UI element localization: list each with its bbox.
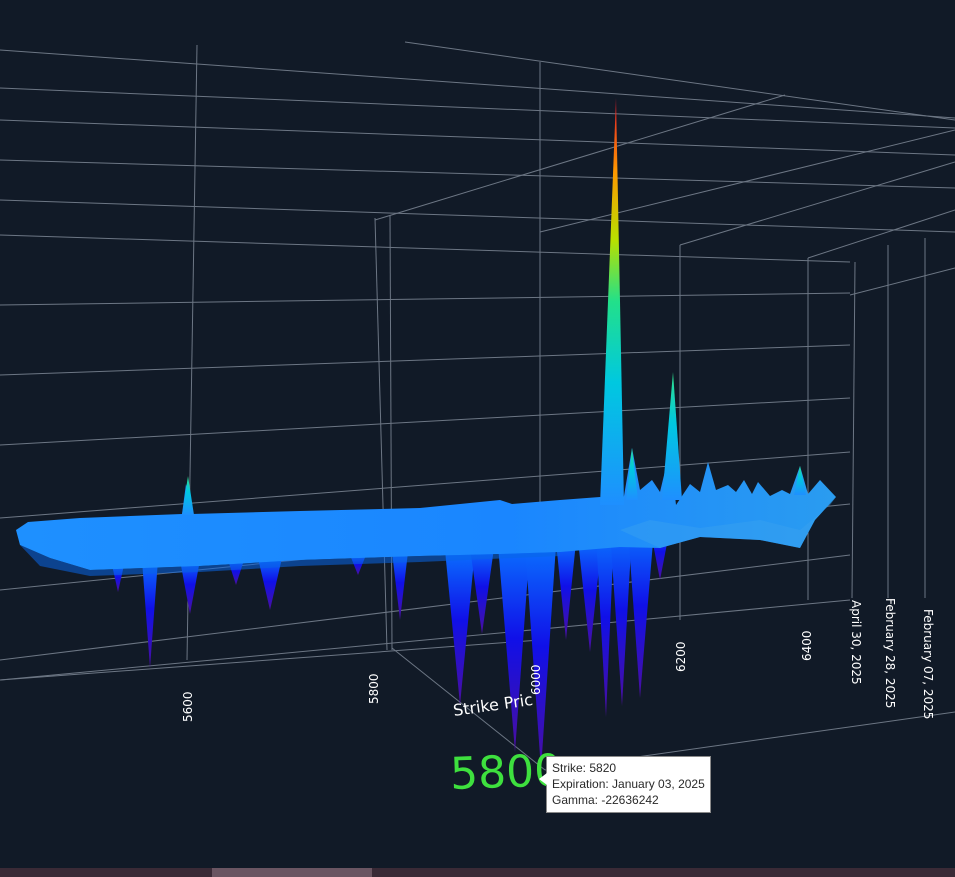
positive-gamma-spikes bbox=[182, 98, 806, 515]
horizontal-scrollbar[interactable] bbox=[0, 868, 955, 877]
expiration-axis-ticks: April 30, 2025 February 28, 2025 Februar… bbox=[849, 598, 935, 719]
scrollbar-thumb[interactable] bbox=[212, 868, 372, 877]
strike-axis-ticks: 5600 5800 6000 6200 6400 bbox=[181, 630, 814, 722]
tick-strike-5600: 5600 bbox=[181, 691, 195, 722]
tick-expiration-feb28: February 28, 2025 bbox=[883, 598, 897, 708]
tick-expiration-april: April 30, 2025 bbox=[849, 600, 863, 685]
tick-strike-6200: 6200 bbox=[674, 641, 688, 672]
handwritten-5800-annotation: 5800 bbox=[449, 745, 563, 800]
tooltip-gamma: Gamma: -22636242 bbox=[552, 793, 659, 807]
strike-axis-title: Strike Pric bbox=[452, 690, 534, 720]
tooltip-expiration: Expiration: January 03, 2025 bbox=[552, 777, 705, 791]
tick-strike-6000: 6000 bbox=[529, 664, 543, 695]
tick-strike-5800: 5800 bbox=[367, 673, 381, 704]
hover-tooltip: Strike: 5820 Expiration: January 03, 202… bbox=[539, 756, 711, 813]
gamma-surface-sheet bbox=[16, 448, 836, 576]
tick-expiration-feb07: February 07, 2025 bbox=[921, 609, 935, 719]
tick-strike-6400: 6400 bbox=[800, 630, 814, 661]
tooltip-strike: Strike: 5820 bbox=[552, 761, 617, 775]
